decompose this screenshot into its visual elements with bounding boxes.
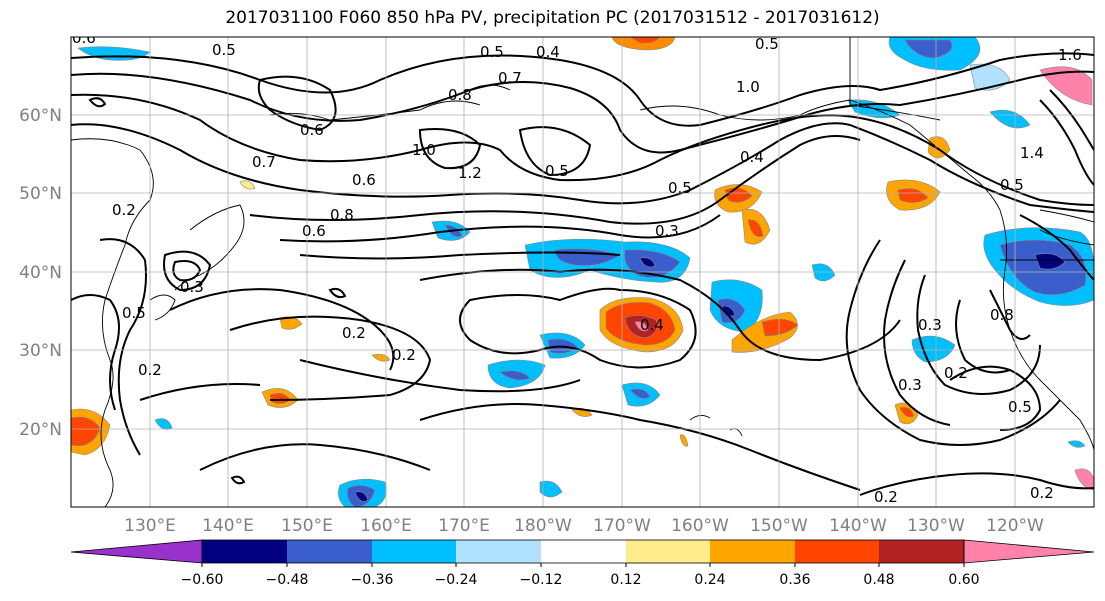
contour-label: 0.5 (1000, 176, 1024, 194)
colorbar-segment (372, 540, 456, 563)
lat-tick-label: 40°N (19, 263, 62, 283)
colorbar-ticks (201, 563, 965, 567)
colorbar-tick-label: −0.36 (351, 572, 394, 588)
contour-label: 0.7 (252, 153, 276, 171)
contour-label: 0.8 (990, 306, 1014, 324)
lon-tick-label: 120°W (986, 516, 1044, 536)
lon-tick-label: 140°W (829, 516, 887, 536)
map-title: 2017031100 F060 850 hPa PV, precipitatio… (225, 8, 880, 28)
lon-tick-label: 130°E (124, 516, 176, 536)
colorbar-segment (287, 540, 372, 563)
colorbar-tick-label: −0.48 (266, 572, 309, 588)
contour-label: 0.2 (392, 346, 416, 364)
contour-label: 0.5 (1008, 398, 1032, 416)
colorbar-extend-low (70, 539, 203, 564)
lon-tick-label: 130°W (907, 516, 965, 536)
lon-tick-label: 150°W (750, 516, 808, 536)
plot-frame (70, 36, 1095, 508)
colorbar-segment (202, 540, 287, 563)
colorbar-tick-label: −0.24 (435, 572, 478, 588)
colorbar-tick-label: 0.60 (948, 572, 979, 588)
lon-tick-label: 140°E (202, 516, 254, 536)
contour-label: 0.6 (302, 222, 326, 240)
contour-label: 0.6 (352, 171, 376, 189)
contour-label: 0.2 (1030, 484, 1054, 502)
colorbar: −0.60 −0.48 −0.36 −0.24 −0.12 0.12 0.24 … (70, 539, 1095, 588)
colorbar-tick-label: −0.60 (181, 572, 224, 588)
colorbar-segment (710, 540, 795, 563)
contour-label: 0.4 (536, 43, 560, 61)
lon-tick-label: 170°W (593, 516, 651, 536)
colorbar-tick-label: 0.24 (694, 572, 725, 588)
colorbar-extend-high (963, 539, 1095, 564)
colorbar-segment (626, 540, 710, 563)
colorbar-segment (879, 540, 964, 563)
contour-label: 0.2 (944, 364, 968, 382)
contour-label: 0.6 (72, 29, 96, 47)
lon-tick-label: 170°E (438, 516, 490, 536)
colorbar-tick-label: 0.36 (779, 572, 810, 588)
contour-label: 0.4 (740, 148, 764, 166)
contour-label: 0.5 (212, 41, 236, 59)
contour-label: 0.5 (668, 179, 692, 197)
colorbar-tick-label: −0.12 (520, 572, 563, 588)
colorbar-frame (201, 539, 965, 564)
colorbar-tick-label: 0.12 (610, 572, 641, 588)
pv-contours (71, 52, 1094, 496)
contour-label: 1.4 (1020, 144, 1044, 162)
contour-label: 1.0 (736, 78, 760, 96)
contour-label: 0.3 (918, 316, 942, 334)
graticule (71, 37, 1094, 507)
colorbar-segment (795, 540, 879, 563)
coastlines (71, 37, 1094, 507)
contour-label: 0.5 (122, 304, 146, 322)
lon-tick-labels: 130°E 140°E 150°E 160°E 170°E 180°W 170°… (124, 516, 1044, 536)
contour-label: 0.8 (330, 206, 354, 224)
contour-labels: 0.6 0.5 0.5 0.4 0.5 0.7 0.8 0.6 0.7 1.0 … (72, 29, 1082, 506)
lat-tick-label: 50°N (19, 184, 62, 204)
contour-label: 0.3 (655, 222, 679, 240)
contour-label: 0.5 (545, 162, 569, 180)
contour-label: 0.3 (180, 278, 204, 296)
lat-tick-label: 60°N (19, 106, 62, 126)
map-plot-area: 0.6 0.5 0.5 0.4 0.5 0.7 0.8 0.6 0.7 1.0 … (71, 29, 1094, 507)
contour-label: 0.5 (480, 43, 504, 61)
contour-label: 0.6 (300, 121, 324, 139)
lat-tick-label: 30°N (19, 341, 62, 361)
lon-tick-label: 160°W (671, 516, 729, 536)
colorbar-segment (541, 540, 626, 563)
colorbar-segment (456, 540, 541, 563)
contour-label: 0.5 (755, 35, 779, 53)
lon-tick-label: 180°W (514, 516, 572, 536)
contour-label: 1.2 (458, 164, 482, 182)
contour-label: 1.0 (412, 141, 436, 159)
contour-label: 0.3 (898, 376, 922, 394)
contour-label: 0.2 (874, 488, 898, 506)
lat-tick-labels: 20°N 30°N 40°N 50°N 60°N (19, 106, 62, 440)
contour-label: 0.2 (138, 361, 162, 379)
colorbar-tick-label: 0.48 (863, 572, 894, 588)
contour-label: 0.7 (498, 69, 522, 87)
contour-label: 1.6 (1058, 46, 1082, 64)
contour-label: 0.4 (640, 316, 664, 334)
contour-label: 0.2 (342, 324, 366, 342)
lat-tick-label: 20°N (19, 420, 62, 440)
contour-label: 0.8 (448, 86, 472, 104)
lon-tick-label: 160°E (360, 516, 412, 536)
lon-tick-label: 150°E (281, 516, 333, 536)
contour-label: 0.2 (112, 201, 136, 219)
